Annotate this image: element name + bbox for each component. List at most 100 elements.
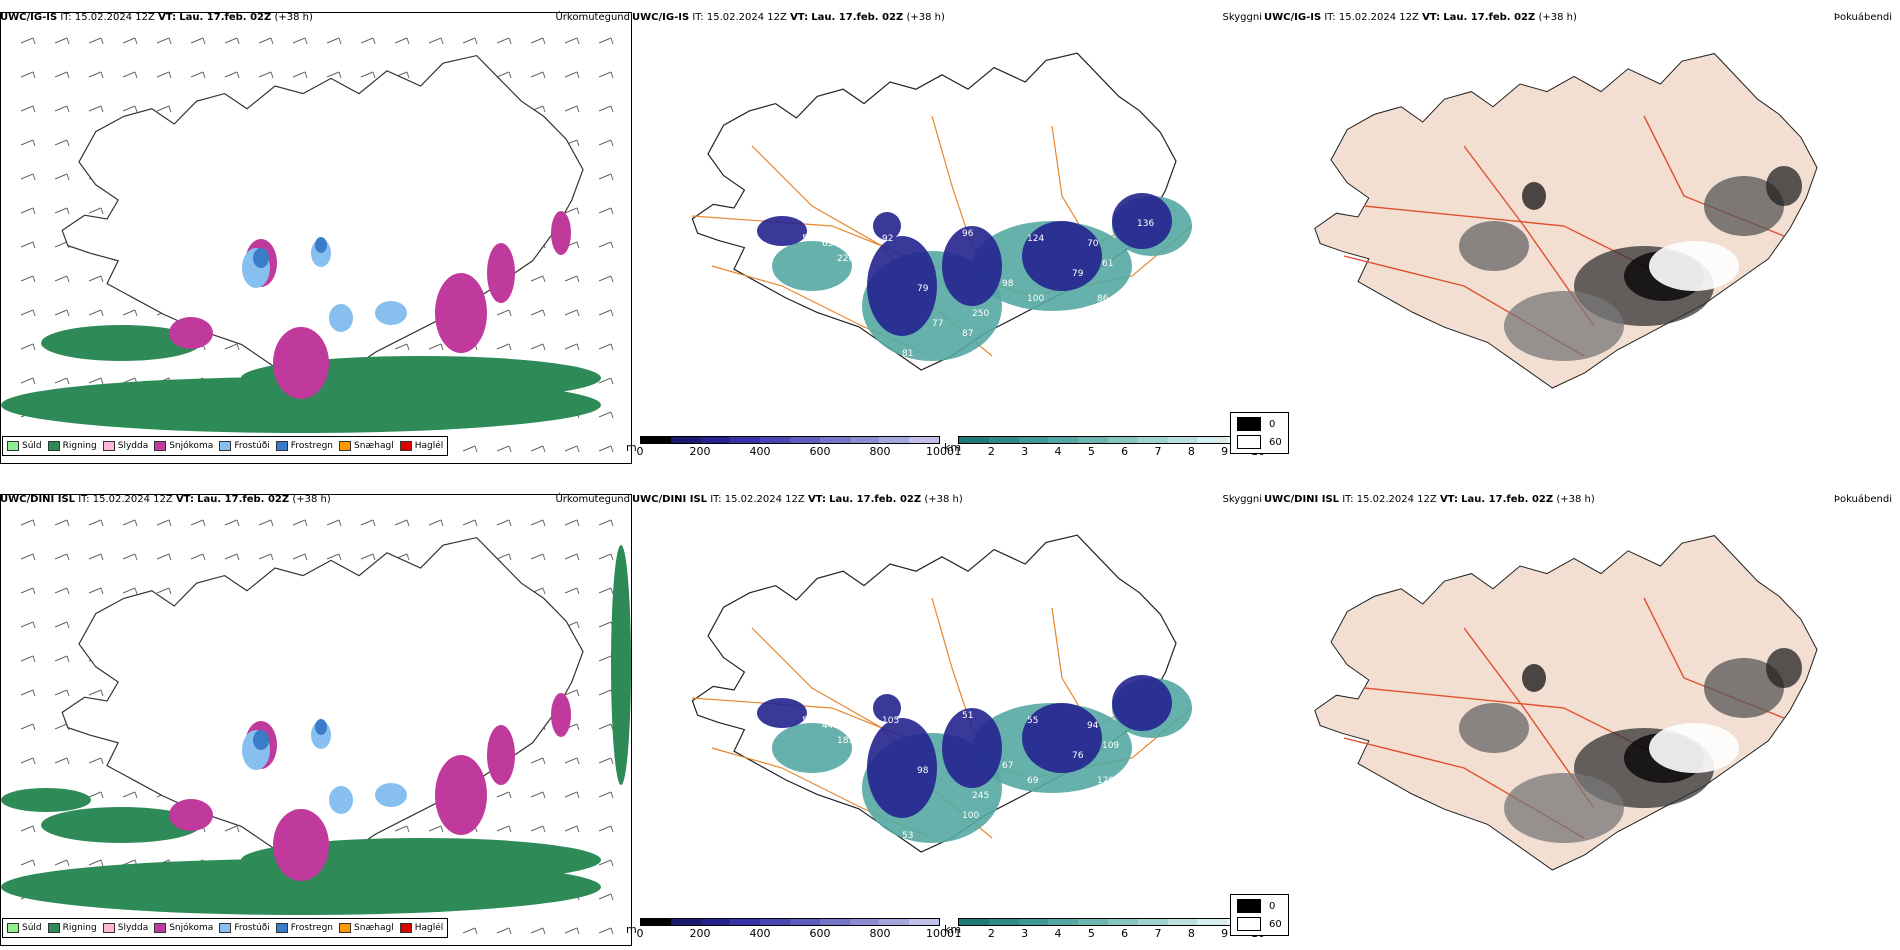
legend-label: Frostregn <box>290 923 334 933</box>
wind-barb <box>564 825 580 833</box>
legend-item: Slydda <box>102 923 148 933</box>
valid-time-label: VT: <box>1439 494 1458 505</box>
valid-time: Lau. 17.feb. 02Z <box>811 12 904 23</box>
legend-label: Frostúði <box>234 441 270 451</box>
rain-area <box>241 356 601 400</box>
lead-time: (+38 h) <box>1556 494 1595 505</box>
cloud-base-label: 250 <box>972 309 989 319</box>
valid-time-label: VT: <box>790 12 809 23</box>
low-ceiling-area <box>1112 675 1172 731</box>
cloud-base-label: 72 <box>1092 219 1103 229</box>
lead-time: (+38 h) <box>274 12 313 23</box>
colorbar-tick: 400 <box>749 445 771 458</box>
wind-barb <box>88 71 104 79</box>
cloud-base-label: 445 <box>822 721 839 731</box>
wind-barb <box>564 37 580 45</box>
colorbar-segment <box>1137 919 1168 925</box>
colorbar-tick: 200 <box>689 927 711 940</box>
wind-barb <box>326 519 342 527</box>
legend-item: Frostregn <box>275 923 334 933</box>
cloud-base-label: 105 <box>882 716 899 726</box>
colorbar-tick: 6 <box>1121 927 1129 940</box>
colorbar-segment <box>1167 437 1198 443</box>
cloud-base-label: 92 <box>832 209 843 219</box>
fog-legend-item: 0 <box>1237 899 1282 913</box>
fog-area <box>1459 703 1529 753</box>
cloud-base-label: 67 <box>1002 761 1013 771</box>
panel-header: UWC/DINI ISL IT: 15.02.2024 12Z VT: Lau.… <box>1264 494 1900 508</box>
colorbar-segment <box>670 437 701 443</box>
legend-label: Rigning <box>62 441 97 451</box>
colorbar-tick: 8 <box>1187 927 1195 940</box>
colorbar-tick: 7 <box>1154 927 1162 940</box>
model-name: UWC/DINI ISL <box>0 494 76 505</box>
colorbar-segment <box>849 919 880 925</box>
colorbar-tick: 3 <box>1021 445 1029 458</box>
cloud-base-label: 69 <box>1027 776 1039 786</box>
legend-swatch <box>154 441 167 451</box>
legend-item: Haglél <box>399 441 443 451</box>
wind-barb <box>122 791 138 799</box>
wind-barb <box>54 105 70 113</box>
cloud-base-label: 65 <box>822 239 833 249</box>
wind-barb <box>394 37 410 45</box>
panel-title: Þokuábendi <box>1833 494 1892 505</box>
wind-barb <box>598 621 614 629</box>
wind-barb <box>54 37 70 45</box>
snow-area <box>435 755 487 835</box>
colorbar-tick: 1000 <box>926 927 954 940</box>
legend-swatch <box>219 441 232 451</box>
wind-barb <box>394 343 410 351</box>
low-visibility-area <box>772 723 852 773</box>
wind-barb <box>462 519 478 527</box>
valid-time: Lau. 17.feb. 02Z <box>1443 12 1536 23</box>
fog-map <box>1314 53 1818 389</box>
wind-barb <box>598 207 614 215</box>
legend-item: Súld <box>7 441 42 451</box>
legend-swatch <box>47 441 60 451</box>
lead-time: (+38 h) <box>924 494 963 505</box>
colorbar-segment <box>760 919 790 925</box>
fog-legend-label: 0 <box>1269 418 1276 430</box>
legend-item: Haglél <box>399 923 443 933</box>
model-name: UWC/IG-IS <box>0 12 58 23</box>
colorbar-tick: 800 <box>869 445 891 458</box>
wind-barb <box>428 37 444 45</box>
legend-swatch <box>102 441 115 451</box>
colorbar-segment <box>1137 437 1168 443</box>
wind-barb <box>156 553 172 561</box>
wind-barb <box>598 377 614 385</box>
colorbar-tick: 600 <box>809 927 831 940</box>
low-ceiling-area <box>1022 221 1102 291</box>
legend-swatch <box>275 923 288 933</box>
cloud-base-label: 220 <box>837 254 854 264</box>
colorbar-segment <box>670 919 701 925</box>
cloud-base-label: 96 <box>962 229 974 239</box>
wind-barb <box>20 587 36 595</box>
colorbar-segment <box>730 437 761 443</box>
wind-barb <box>598 723 614 731</box>
model-name: UWC/IG-IS <box>1264 12 1322 23</box>
wind-barb <box>530 445 546 453</box>
legend-swatch <box>154 923 167 933</box>
wind-barb <box>496 553 512 561</box>
cloud-base-label: 87 <box>962 329 973 339</box>
panel-title: Skyggni <box>1222 494 1262 505</box>
wind-barb <box>292 37 308 45</box>
wind-barb <box>598 791 614 799</box>
wind-barb <box>462 927 478 935</box>
cloud-base-label: 139 <box>922 851 939 861</box>
clear-area <box>1649 723 1739 773</box>
panel-title: Þokuábendi <box>1833 12 1892 23</box>
wind-barb <box>54 689 70 697</box>
panel-header: UWC/IG-IS IT: 15.02.2024 12Z VT: Lau. 17… <box>632 12 1264 26</box>
freezing-drizzle-area <box>329 304 353 332</box>
wind-barb <box>598 105 614 113</box>
colorbar-segment <box>1197 919 1228 925</box>
cloud-base-label: 120 <box>1097 776 1114 786</box>
wind-barb <box>122 71 138 79</box>
wind-barb <box>54 587 70 595</box>
wind-barb <box>88 791 104 799</box>
wind-barb <box>88 37 104 45</box>
